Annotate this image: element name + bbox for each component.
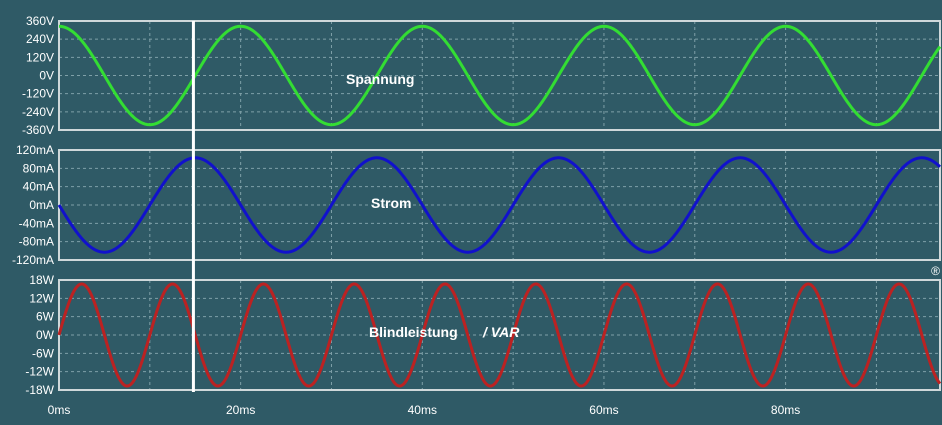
reactive-power-ytick-label: 6W (36, 310, 55, 324)
current-ytick-label: -40mA (19, 216, 54, 230)
plot-panels: 360V 240V 120V 0V -120V -240V -360V Spannung 120… (12, 14, 942, 397)
reactive-power-unit-label: / VAR (482, 324, 520, 340)
corner-marker-icon: ® (931, 264, 940, 278)
current-ytick-label: -120mA (12, 253, 54, 267)
x-tick-label: 80ms (771, 403, 800, 417)
current-ytick-label: 120mA (16, 143, 54, 157)
current-ytick-label: 80mA (23, 161, 54, 175)
voltage-frame (58, 20, 941, 131)
current-ytick-label: 0mA (29, 198, 54, 212)
current-ytick-label: -80mA (19, 235, 54, 249)
current-label: Strom (371, 195, 411, 211)
reactive-power-panel: 18W 12W 6W 0W -6W -12W -18W Blindleistung / VAR (25, 273, 942, 397)
reactive-power-ytick-label: -12W (25, 365, 54, 379)
voltage-label: Spannung (346, 71, 414, 87)
reactive-power-label: Blindleistung (369, 324, 458, 340)
voltage-ytick-label: 360V (26, 14, 54, 28)
reactive-power-ytick-label: -18W (25, 383, 54, 397)
current-ytick-label: 40mA (23, 180, 54, 194)
reactive-power-ytick-label: 18W (29, 273, 54, 287)
x-tick-label: 60ms (589, 403, 618, 417)
voltage-ytick-label: 0V (39, 69, 54, 83)
reactive-power-ytick-label: 12W (29, 291, 54, 305)
x-axis: 0ms 20ms 40ms 60ms 80ms (48, 403, 801, 417)
voltage-ytick-label: -240V (22, 105, 54, 119)
voltage-trace (58, 24, 942, 127)
reactive-power-trace (57, 282, 942, 388)
reactive-power-ytick-label: -6W (32, 346, 55, 360)
voltage-ytick-label: 120V (26, 50, 54, 64)
voltage-ytick-label: -120V (22, 87, 54, 101)
voltage-panel: 360V 240V 120V 0V -120V -240V -360V Spannung (22, 14, 942, 137)
current-trace (57, 156, 942, 254)
x-tick-label: 40ms (408, 403, 437, 417)
x-tick-label: 0ms (48, 403, 71, 417)
current-panel: 120mA 80mA 40mA 0mA -40mA -80mA -120mA Strom (12, 143, 942, 267)
voltage-ytick-label: -360V (22, 123, 54, 137)
x-tick-label: 20ms (226, 403, 255, 417)
voltage-ytick-label: 240V (26, 32, 54, 46)
reactive-power-ytick-label: 0W (36, 328, 55, 342)
